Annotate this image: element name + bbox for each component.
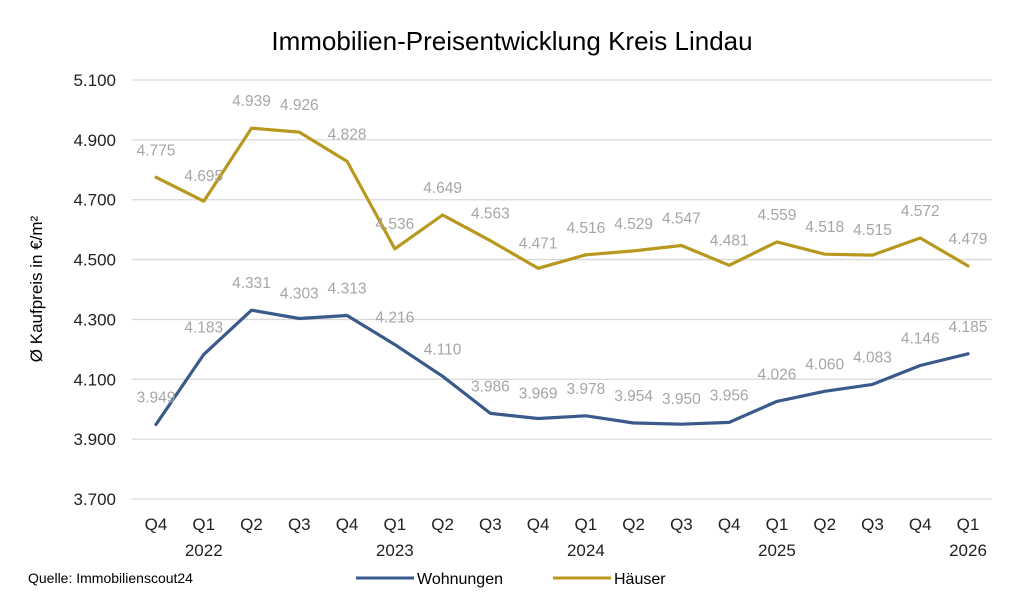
- data-label: 4.313: [328, 281, 367, 298]
- x-year-label: 2023: [376, 541, 414, 560]
- data-label: 4.479: [949, 231, 988, 248]
- y-tick-label: 3.900: [73, 430, 116, 449]
- data-label: 4.559: [758, 207, 797, 224]
- data-label: 3.949: [137, 389, 176, 406]
- x-tick-label: Q2: [622, 515, 645, 534]
- data-label: 4.775: [137, 142, 176, 159]
- data-label: 3.956: [710, 387, 749, 404]
- data-label: 4.939: [232, 93, 271, 110]
- data-label: 4.481: [710, 232, 749, 249]
- x-tick-label: Q4: [145, 515, 168, 534]
- x-tick-label: Q4: [718, 515, 741, 534]
- data-label: 4.146: [901, 331, 940, 348]
- data-label: 4.536: [375, 216, 414, 233]
- data-label: 4.529: [614, 216, 653, 233]
- legend-label-wohnungen: Wohnungen: [417, 571, 503, 588]
- data-label: 4.695: [184, 168, 223, 185]
- data-label: 3.978: [566, 381, 605, 398]
- data-label: 4.183: [184, 319, 223, 336]
- x-tick-label: Q4: [909, 515, 932, 534]
- data-label: 3.954: [614, 388, 653, 405]
- y-tick-label: 4.500: [73, 251, 116, 270]
- data-label: 3.986: [471, 378, 510, 395]
- chart-title: Immobilien-Preisentwicklung Kreis Lindau: [271, 26, 752, 56]
- gridlines: [132, 79, 992, 500]
- x-year-label: 2024: [567, 541, 605, 560]
- data-label: 4.216: [375, 310, 414, 327]
- x-tick-label: Q3: [479, 515, 502, 534]
- data-label: 4.331: [232, 275, 271, 292]
- x-tick-label: Q1: [192, 515, 215, 534]
- source-note: Quelle: Immobilienscout24: [28, 570, 193, 586]
- x-tick-label: Q1: [766, 515, 789, 534]
- x-year-label: 2025: [758, 541, 796, 560]
- data-label: 4.649: [423, 180, 462, 197]
- x-year-label: 2022: [185, 541, 223, 560]
- y-tick-label: 4.100: [73, 370, 116, 389]
- data-label: 4.110: [424, 341, 462, 358]
- x-tick-label: Q2: [240, 515, 263, 534]
- x-tick-label: Q4: [527, 515, 550, 534]
- series-line-wohnungen: [154, 308, 970, 427]
- series-lines: [154, 126, 970, 427]
- data-label: 4.563: [471, 206, 510, 223]
- x-tick-label: Q3: [861, 515, 884, 534]
- x-tick-label: Q2: [431, 515, 454, 534]
- data-label: 4.303: [280, 286, 319, 303]
- x-tick-label: Q1: [383, 515, 406, 534]
- y-tick-label: 3.700: [73, 490, 116, 509]
- data-labels: 3.949 4.183 4.331 4.303 4.313 4.216 4.110 3.986…: [137, 93, 988, 408]
- y-axis-ticks: 3.700 3.900 4.100 4.300 4.500 4.700 4.900 5.100: [73, 71, 116, 509]
- data-label: 4.026: [758, 366, 797, 383]
- x-axis-ticks: Q4 Q1 Q2 Q3 Q4 Q1 Q2 Q3 Q4 Q1 Q2 Q3 Q4 Q1 Q2 Q3 Q4 Q1 2022…: [145, 515, 987, 560]
- data-label: 4.518: [805, 219, 844, 236]
- legend-label-haeuser: Häuser: [614, 571, 666, 588]
- x-tick-label: Q1: [957, 515, 980, 534]
- data-label: 4.060: [805, 356, 844, 373]
- x-year-label: 2026: [949, 541, 987, 560]
- data-label: 3.950: [662, 391, 701, 408]
- data-label: 3.969: [519, 385, 558, 402]
- y-axis-label: Ø Kaufpreis in €/m²: [27, 215, 46, 362]
- data-label: 4.083: [853, 349, 892, 366]
- data-label: 4.185: [949, 319, 988, 336]
- data-label: 4.926: [280, 97, 319, 114]
- legend: Wohnungen Häuser: [356, 571, 666, 588]
- x-tick-label: Q3: [670, 515, 693, 534]
- x-tick-label: Q3: [288, 515, 311, 534]
- data-label: 4.516: [566, 220, 605, 237]
- y-tick-label: 5.100: [73, 71, 116, 90]
- x-tick-label: Q1: [575, 515, 598, 534]
- data-label: 4.471: [519, 235, 558, 252]
- data-label: 4.515: [853, 222, 892, 239]
- y-tick-label: 4.900: [73, 131, 116, 150]
- x-tick-label: Q2: [813, 515, 836, 534]
- data-label: 4.547: [662, 211, 701, 228]
- x-tick-label: Q4: [336, 515, 359, 534]
- series-line-haeuser: [154, 126, 970, 270]
- data-label: 4.572: [901, 203, 940, 220]
- y-tick-label: 4.700: [73, 191, 116, 210]
- y-tick-label: 4.300: [73, 310, 116, 329]
- data-label: 4.828: [328, 126, 367, 143]
